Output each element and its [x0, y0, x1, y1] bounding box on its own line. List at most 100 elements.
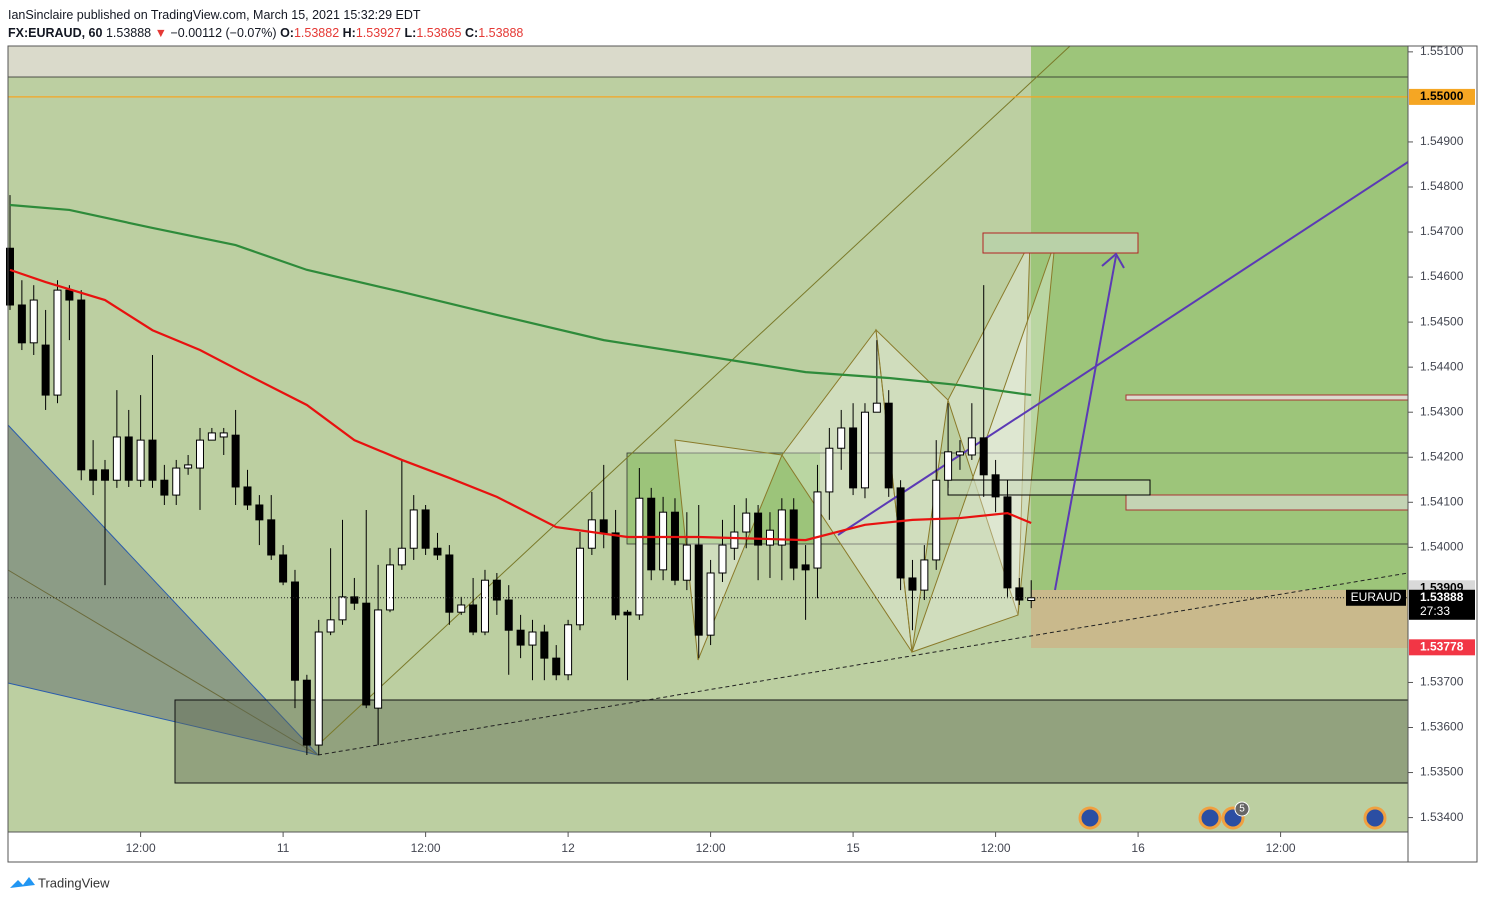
candle-body [243, 486, 252, 506]
candle-body [77, 299, 86, 471]
candle-body [457, 604, 466, 613]
candle-body [53, 289, 62, 396]
candle-body [1003, 496, 1012, 589]
symbol-tag-box [1346, 589, 1406, 606]
candle-body [231, 434, 240, 488]
candle-body [41, 344, 50, 396]
candle-body [255, 504, 264, 521]
candle-body [136, 439, 145, 481]
candle-body [267, 519, 276, 556]
candle-body [587, 519, 596, 549]
candle-body [849, 427, 858, 489]
candle-body [920, 559, 929, 591]
candle-body [777, 509, 786, 546]
candle-body [397, 547, 406, 566]
candle-body [219, 432, 228, 438]
event-icon [1198, 806, 1222, 830]
candle-body [991, 474, 1000, 498]
candle-body [635, 497, 644, 616]
trend-line [317, 572, 1409, 756]
candle-body [944, 451, 953, 481]
drawings [7, 45, 1409, 832]
candle-body [564, 624, 573, 676]
projection-line [837, 161, 1409, 536]
y-tick-label: 1.53500 [1420, 765, 1464, 779]
event-icon [1363, 806, 1387, 830]
frame [7, 45, 1478, 863]
c-value: 1.53888 [478, 26, 524, 40]
x-tick-label: 16 [1131, 841, 1145, 855]
y-tick-label: 1.54500 [1420, 314, 1464, 328]
fan-line [7, 682, 319, 756]
price-axis-bg [1408, 46, 1477, 862]
candle-body [314, 631, 323, 746]
candle-body [730, 531, 739, 549]
candle-body [647, 497, 656, 571]
y-tick-label: 1.54700 [1420, 224, 1464, 238]
candle-body [374, 609, 383, 709]
candle-body [29, 299, 38, 344]
countdown: 27:33 [1420, 604, 1450, 618]
price-label-box [1409, 88, 1475, 105]
y-tick-label: 1.54000 [1420, 540, 1464, 554]
price-label: 1.53778 [1420, 639, 1464, 653]
candle-body [362, 602, 371, 706]
candle-body [528, 631, 537, 646]
y-tick-label: 1.54200 [1420, 449, 1464, 463]
moving-average [9, 268, 1032, 542]
candle-body [825, 447, 834, 493]
fan-line [7, 569, 319, 756]
candle-body [350, 596, 359, 604]
y-tick-label: 1.54600 [1420, 269, 1464, 283]
h-value: 1.53927 [355, 26, 402, 40]
candle-body [100, 469, 109, 481]
demand-zone [174, 699, 1409, 784]
candle-body [896, 487, 905, 579]
candle-body [17, 304, 26, 344]
h-label: H: [342, 26, 356, 40]
candle-body [754, 512, 763, 546]
candle-body [967, 437, 976, 456]
candle-body [682, 544, 691, 581]
candle-body [184, 464, 193, 469]
candle-body [5, 247, 14, 306]
candle-body [492, 579, 501, 601]
candle-body [433, 547, 442, 556]
candle-body [860, 411, 869, 489]
event-icon [1078, 806, 1102, 830]
event-icons: 5 [1078, 801, 1387, 830]
x-tick-label: 12:00 [1266, 841, 1296, 855]
candle-body [290, 581, 299, 681]
candle-body [338, 596, 347, 621]
level-box [947, 479, 1151, 496]
brand: TradingView [38, 875, 110, 890]
target-box [982, 232, 1139, 254]
y-tick-label: 1.53400 [1420, 810, 1464, 824]
y-tick-label: 1.54400 [1420, 359, 1464, 373]
change: −0.00112 (−0.07%) [170, 26, 277, 40]
y-tick-label: 1.54300 [1420, 404, 1464, 418]
candle-body [207, 432, 216, 441]
candle-body [801, 564, 810, 571]
x-tick-label: 12:00 [411, 841, 441, 855]
candle-body [884, 402, 893, 489]
candle-body [694, 544, 703, 636]
candle-body [195, 439, 204, 469]
candle-body [302, 679, 311, 746]
current-price-box [1409, 589, 1475, 620]
candle-body [516, 629, 525, 646]
candle-body [172, 467, 181, 496]
candle-body [718, 544, 727, 574]
y-tick-label: 1.54900 [1420, 134, 1464, 148]
candle-body [813, 491, 822, 569]
candle-body [445, 554, 454, 613]
candle-body [504, 599, 513, 631]
stop-zone [1031, 590, 1408, 648]
time-axis-bg [8, 832, 1408, 862]
candle-body [409, 509, 418, 549]
candle-body [480, 579, 489, 633]
o-value: 1.53882 [293, 26, 340, 40]
zone [8, 46, 1031, 77]
last-price: 1.53888 [105, 26, 152, 40]
candle-body [742, 512, 751, 533]
